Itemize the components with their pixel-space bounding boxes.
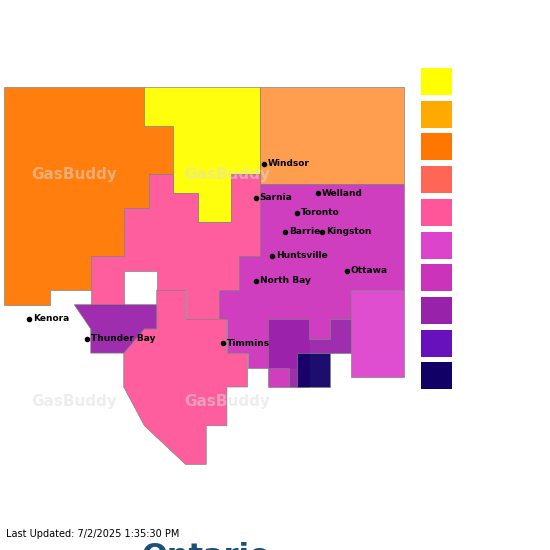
Text: c/L: c/L — [470, 39, 492, 53]
Text: < 118.0: < 118.0 — [459, 370, 497, 380]
FancyBboxPatch shape — [421, 362, 452, 389]
Text: 121.5 - 125.0: 121.5 - 125.0 — [459, 305, 524, 315]
Polygon shape — [91, 174, 260, 319]
Text: GasBuddy: GasBuddy — [184, 167, 270, 182]
Text: North Bay: North Bay — [260, 276, 311, 285]
Text: 125.0 - 128.4: 125.0 - 128.4 — [459, 272, 524, 282]
Polygon shape — [144, 87, 260, 222]
Text: Barrie: Barrie — [289, 227, 320, 236]
Polygon shape — [260, 87, 404, 184]
Text: 131.9 - 135.4: 131.9 - 135.4 — [459, 206, 524, 216]
Text: Kingston: Kingston — [326, 227, 371, 236]
FancyBboxPatch shape — [421, 68, 452, 95]
Text: GasBuddy: GasBuddy — [31, 394, 117, 409]
Text: GasBuddy: GasBuddy — [184, 394, 270, 409]
Text: > 145.8: > 145.8 — [459, 75, 497, 85]
Polygon shape — [297, 353, 330, 387]
FancyBboxPatch shape — [421, 133, 452, 161]
Text: Sarnia: Sarnia — [260, 194, 293, 202]
Text: 142.3 - 145.8: 142.3 - 145.8 — [459, 108, 524, 118]
Text: 135.4 - 138.8: 135.4 - 138.8 — [459, 174, 524, 184]
Text: Last Updated: 7/2/2025 1:35:30 PM: Last Updated: 7/2/2025 1:35:30 PM — [6, 529, 179, 539]
FancyBboxPatch shape — [421, 101, 452, 128]
Text: Ontario: Ontario — [142, 542, 271, 550]
Polygon shape — [124, 290, 248, 464]
Text: GasBuddy: GasBuddy — [31, 167, 117, 182]
Polygon shape — [219, 184, 404, 387]
Text: Huntsville: Huntsville — [276, 251, 328, 261]
Text: Thunder Bay: Thunder Bay — [91, 334, 155, 343]
Text: Welland: Welland — [322, 189, 362, 197]
Text: Windsor: Windsor — [268, 160, 310, 168]
Polygon shape — [351, 290, 404, 377]
Text: Timmins: Timmins — [227, 339, 270, 348]
Text: Kenora: Kenora — [33, 315, 69, 323]
Text: 128.4 - 131.9: 128.4 - 131.9 — [459, 239, 524, 249]
Polygon shape — [4, 87, 173, 305]
Polygon shape — [74, 305, 157, 353]
FancyBboxPatch shape — [421, 330, 452, 357]
FancyBboxPatch shape — [421, 232, 452, 258]
Text: Toronto: Toronto — [301, 208, 340, 217]
Polygon shape — [268, 319, 351, 387]
FancyBboxPatch shape — [421, 297, 452, 324]
Text: 118.0 - 121.5: 118.0 - 121.5 — [459, 337, 524, 347]
FancyBboxPatch shape — [421, 264, 452, 292]
FancyBboxPatch shape — [421, 166, 452, 193]
FancyBboxPatch shape — [421, 199, 452, 225]
Text: 138.8 - 142.3: 138.8 - 142.3 — [459, 141, 524, 151]
Text: Ottawa: Ottawa — [351, 266, 388, 275]
